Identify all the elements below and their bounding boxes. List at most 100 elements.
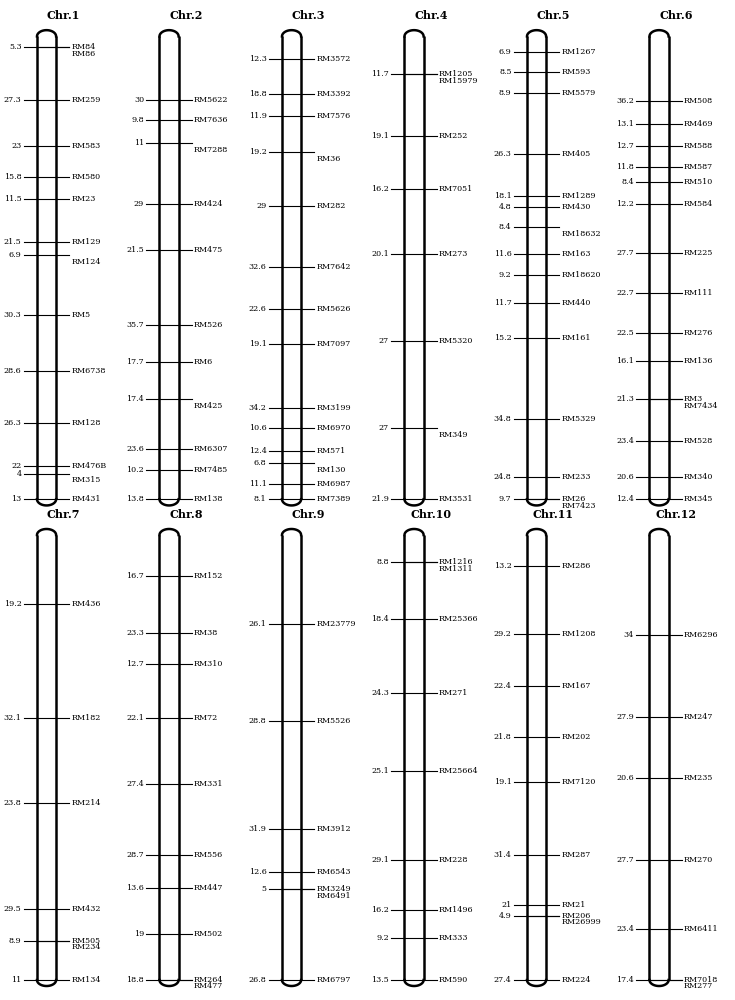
Text: RM152: RM152 <box>194 572 223 580</box>
Text: RM1267: RM1267 <box>562 48 596 56</box>
Text: 16.2: 16.2 <box>371 185 389 193</box>
Text: RM26999: RM26999 <box>562 918 601 926</box>
Text: RM124: RM124 <box>71 258 101 266</box>
Text: RM277: RM277 <box>684 982 713 990</box>
Text: RM447: RM447 <box>194 884 223 892</box>
Text: RM580: RM580 <box>71 173 101 181</box>
Text: 16.1: 16.1 <box>616 357 634 365</box>
Text: 17.7: 17.7 <box>126 358 144 366</box>
Text: RM477: RM477 <box>194 982 223 990</box>
Text: 23.3: 23.3 <box>126 629 144 637</box>
Text: RM588: RM588 <box>684 142 713 150</box>
Polygon shape <box>159 30 179 505</box>
Text: RM1216: RM1216 <box>439 558 473 566</box>
Text: 27.9: 27.9 <box>617 713 634 721</box>
Text: RM583: RM583 <box>71 142 101 150</box>
Text: RM7288: RM7288 <box>194 146 229 154</box>
Text: RM425: RM425 <box>194 402 223 410</box>
Text: RM182: RM182 <box>71 714 101 722</box>
Text: RM202: RM202 <box>562 733 591 741</box>
Text: 12.4: 12.4 <box>248 447 267 455</box>
Text: RM440: RM440 <box>562 299 591 307</box>
Text: RM270: RM270 <box>684 856 713 864</box>
Text: RM25366: RM25366 <box>439 615 478 623</box>
Text: 12.4: 12.4 <box>616 495 634 503</box>
Text: RM7576: RM7576 <box>317 112 351 120</box>
Text: RM84: RM84 <box>71 43 96 51</box>
Text: 6.9: 6.9 <box>9 251 21 259</box>
Text: 21.9: 21.9 <box>371 495 389 503</box>
Text: RM18632: RM18632 <box>562 230 601 238</box>
Text: RM259: RM259 <box>71 96 101 104</box>
Text: 24.3: 24.3 <box>371 689 389 697</box>
Text: RM436: RM436 <box>71 600 101 608</box>
Text: 29.2: 29.2 <box>494 630 512 638</box>
Text: RM167: RM167 <box>562 682 591 690</box>
Text: 31.9: 31.9 <box>248 825 267 833</box>
Text: 23.4: 23.4 <box>616 437 634 445</box>
Text: RM247: RM247 <box>684 713 714 721</box>
Text: RM1311: RM1311 <box>439 565 473 573</box>
Text: 13.6: 13.6 <box>126 884 144 892</box>
Text: RM587: RM587 <box>684 163 713 171</box>
Text: RM526: RM526 <box>194 321 223 329</box>
Polygon shape <box>282 529 301 986</box>
Text: 9.7: 9.7 <box>499 495 512 503</box>
Text: 21.8: 21.8 <box>494 733 512 741</box>
Text: 18.4: 18.4 <box>371 615 389 623</box>
Text: RM1289: RM1289 <box>562 192 596 200</box>
Text: RM15979: RM15979 <box>439 77 478 85</box>
Text: RM23: RM23 <box>71 195 96 203</box>
Text: 4: 4 <box>16 470 21 478</box>
Text: 8.4: 8.4 <box>499 223 512 231</box>
Text: 15.8: 15.8 <box>4 173 21 181</box>
Text: 27: 27 <box>379 337 389 345</box>
Text: 19: 19 <box>134 930 144 938</box>
Text: 18.8: 18.8 <box>249 90 267 98</box>
Text: RM430: RM430 <box>562 203 591 211</box>
Text: 27: 27 <box>379 424 389 432</box>
Text: RM233: RM233 <box>562 473 591 481</box>
Text: RM129: RM129 <box>71 238 101 246</box>
Text: 27.3: 27.3 <box>4 96 21 104</box>
Text: Chr.7: Chr.7 <box>47 509 80 520</box>
Text: Chr.1: Chr.1 <box>47 10 80 21</box>
Text: 5.3: 5.3 <box>9 43 21 51</box>
Text: 10.2: 10.2 <box>126 466 144 474</box>
Text: 27.4: 27.4 <box>126 780 144 788</box>
Text: RM593: RM593 <box>562 68 591 76</box>
Text: 15.2: 15.2 <box>494 334 512 342</box>
Text: 8.1: 8.1 <box>254 495 267 503</box>
Text: 11: 11 <box>11 976 21 984</box>
Text: RM508: RM508 <box>684 97 713 105</box>
Text: 28.6: 28.6 <box>4 367 21 375</box>
Text: RM432: RM432 <box>71 905 101 913</box>
Text: 28.7: 28.7 <box>126 851 144 859</box>
Text: 34: 34 <box>624 631 634 639</box>
Text: 9.2: 9.2 <box>499 271 512 279</box>
Text: 29: 29 <box>134 200 144 208</box>
Text: RM1496: RM1496 <box>439 906 473 914</box>
Text: RM128: RM128 <box>71 419 101 427</box>
Text: RM7423: RM7423 <box>562 502 596 510</box>
Text: 27.7: 27.7 <box>617 249 634 257</box>
Text: Chr.11: Chr.11 <box>533 509 574 520</box>
Text: RM476B: RM476B <box>71 462 107 470</box>
Text: RM273: RM273 <box>439 250 468 258</box>
Text: RM6411: RM6411 <box>684 925 719 933</box>
Text: 22.6: 22.6 <box>248 305 267 313</box>
Text: RM345: RM345 <box>684 495 714 503</box>
Text: 8.4: 8.4 <box>621 178 634 186</box>
Text: RM161: RM161 <box>562 334 591 342</box>
Text: 24.8: 24.8 <box>494 473 512 481</box>
Text: 11: 11 <box>134 139 144 147</box>
Text: 19.2: 19.2 <box>248 148 267 156</box>
Text: RM282: RM282 <box>317 202 346 210</box>
Polygon shape <box>282 30 301 505</box>
Text: 6.8: 6.8 <box>254 459 267 467</box>
Text: 8.8: 8.8 <box>376 558 389 566</box>
Text: 8.9: 8.9 <box>499 89 512 97</box>
Text: RM7018: RM7018 <box>684 976 718 984</box>
Text: 22.1: 22.1 <box>126 714 144 722</box>
Text: RM136: RM136 <box>684 357 714 365</box>
